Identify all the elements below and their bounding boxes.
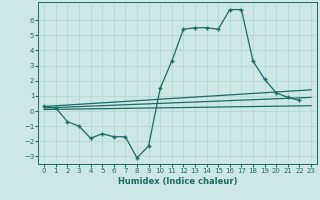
X-axis label: Humidex (Indice chaleur): Humidex (Indice chaleur)	[118, 177, 237, 186]
